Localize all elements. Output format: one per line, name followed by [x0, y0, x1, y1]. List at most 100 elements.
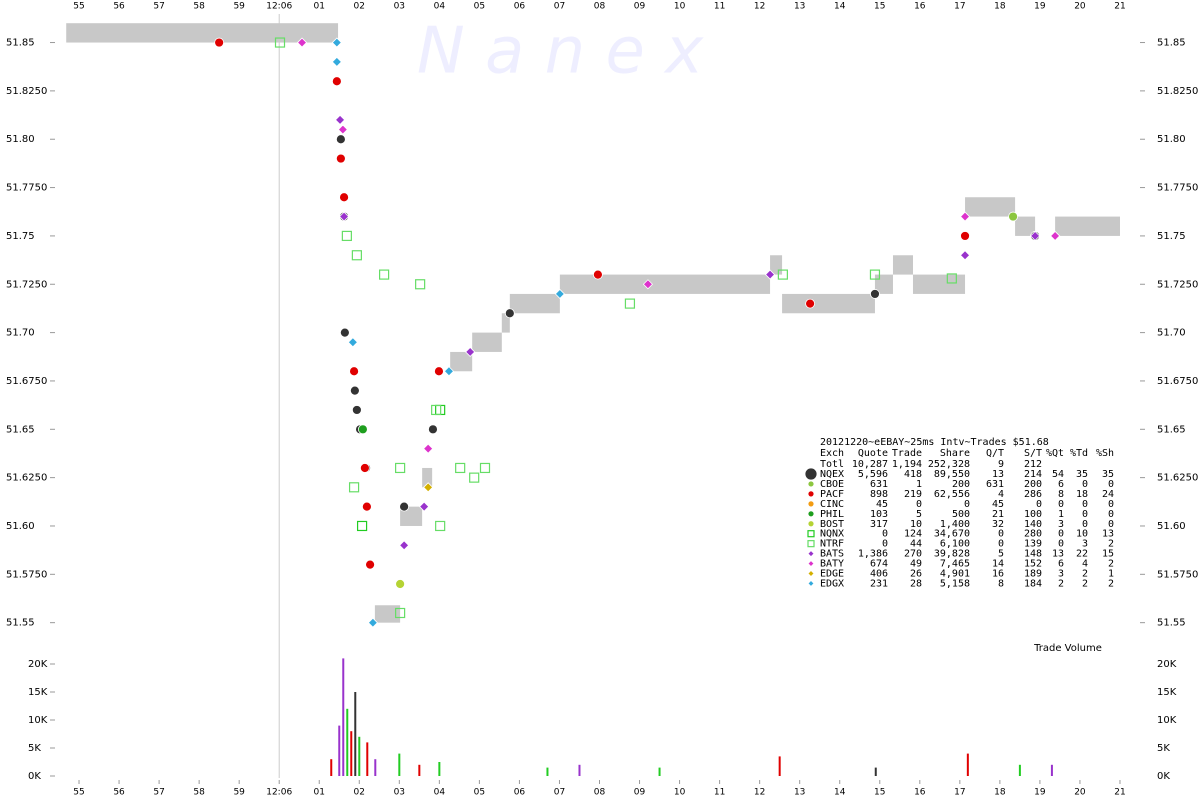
legend-cell: 21 [992, 509, 1004, 520]
volume-bar [338, 725, 341, 776]
y-tick-label: 51.60 [6, 521, 35, 532]
legend-cell: 5,158 [940, 578, 970, 589]
legend-cell: 184 [1024, 578, 1042, 589]
legend-cell: 152 [1024, 559, 1042, 570]
legend-cell: 10 [1076, 529, 1088, 540]
y-tick-label: 51.85 [6, 38, 35, 49]
trade-marker [960, 231, 970, 241]
legend-cell: 140 [1024, 519, 1042, 530]
y2-tick-label: 0K [1157, 771, 1170, 782]
x-tick-label: 12:06 [266, 2, 292, 12]
legend-cell: 54 [1052, 469, 1064, 480]
trade-marker [469, 472, 480, 483]
nbbo-band [559, 274, 771, 294]
trade-marker [331, 76, 342, 87]
trade-marker [347, 337, 358, 348]
y-tick-label: 51.70 [6, 328, 35, 339]
x-tick-label: 08 [594, 788, 606, 798]
x-tick-label: 18 [994, 788, 1006, 798]
legend-cell: 219 [904, 489, 922, 500]
y-tick-label: 51.7750 [6, 183, 47, 194]
legend-cell: 2 [1058, 578, 1064, 589]
x-tick-label: 03 [394, 2, 405, 12]
legend-cell: 13 [992, 469, 1004, 480]
y-tick-label: 51.6250 [6, 473, 47, 484]
watermark: N a n e x [417, 15, 704, 89]
x-tick-label: 12 [754, 788, 765, 798]
x-tick-label: 09 [634, 788, 646, 798]
legend-entry: PACF [820, 489, 844, 500]
legend-cell: 5,596 [858, 469, 888, 480]
trade-marker [339, 192, 349, 203]
legend-marker [807, 480, 815, 488]
x-tick-label: 08 [594, 2, 606, 12]
trade-marker [351, 405, 362, 415]
y2-tick-label: 20K [28, 659, 48, 670]
volume-bar [658, 767, 661, 776]
legend-cell: 2 [1108, 559, 1114, 570]
x-tick-label: 19 [1034, 2, 1046, 12]
legend-cell: 1 [916, 479, 922, 490]
legend-cell: 0 [998, 539, 1004, 550]
x-tick-label: 55 [73, 2, 84, 12]
legend-cell: 3 [1058, 519, 1064, 530]
y-tick-label: 51.65 [6, 424, 35, 435]
x-tick-label: 12:06 [266, 788, 292, 798]
legend-cell: 4 [998, 489, 1004, 500]
x-tick-label: 57 [153, 2, 164, 12]
legend-cell: 214 [1024, 469, 1042, 480]
nbbo-band [892, 255, 913, 275]
legend-marker [807, 490, 815, 498]
legend-cell: 674 [870, 559, 888, 570]
legend-cell: 6 [1058, 479, 1064, 490]
trade-marker [339, 211, 350, 222]
y-tick-label: 51.75 [1157, 231, 1186, 242]
legend-cell: 1 [1058, 509, 1064, 520]
y-tick-label: 51.6250 [1157, 473, 1198, 484]
y2-tick-label: 10K [28, 715, 48, 726]
x-tick-label: 04 [434, 788, 446, 798]
y-tick-label: 51.6750 [6, 376, 47, 387]
volume-bar [418, 764, 421, 776]
x-tick-label: 21 [1114, 788, 1125, 798]
trade-marker [335, 153, 346, 164]
y2-tick-label: 15K [1157, 687, 1177, 698]
legend-cell: 44 [910, 539, 922, 550]
legend-cell: 8 [998, 578, 1004, 589]
trade-marker [335, 134, 346, 145]
legend-cell: 200 [1024, 479, 1042, 490]
legend-header: S/T [1024, 448, 1042, 459]
nbbo-band [501, 313, 510, 333]
nbbo-band [422, 467, 433, 488]
legend-cell: 0 [1036, 499, 1042, 510]
legend-cell: 7,465 [940, 559, 970, 570]
legend-cell: 189 [1024, 569, 1042, 580]
x-tick-label: 19 [1034, 788, 1046, 798]
legend-cell: 3 [1058, 569, 1064, 580]
x-tick-label: 07 [554, 2, 565, 12]
trade-marker [339, 327, 350, 338]
trade-marker [331, 37, 342, 48]
legend-entry: BATS [820, 549, 844, 560]
trade-marker [395, 579, 406, 589]
legend-cell: 13 [1102, 529, 1114, 540]
legend-header: %Sh [1096, 448, 1114, 459]
trade-marker [361, 501, 372, 512]
x-tick-label: 01 [314, 788, 325, 798]
legend-cell: 252,328 [928, 459, 970, 470]
trade-marker [777, 269, 788, 280]
x-tick-label: 21 [1114, 2, 1125, 12]
x-tick-label: 13 [794, 788, 805, 798]
legend-cell: 5 [916, 509, 922, 520]
trade-marker [214, 37, 225, 48]
y-tick-label: 51.75 [6, 231, 35, 242]
legend-cell: 5 [998, 549, 1004, 560]
volume-bar [1050, 764, 1053, 776]
legend-header: %Qt [1046, 448, 1064, 459]
trade-marker [399, 501, 410, 512]
y-tick-label: 51.85 [1157, 38, 1186, 49]
x-tick-label: 59 [233, 2, 245, 12]
legend-cell: 10,287 [852, 459, 888, 470]
